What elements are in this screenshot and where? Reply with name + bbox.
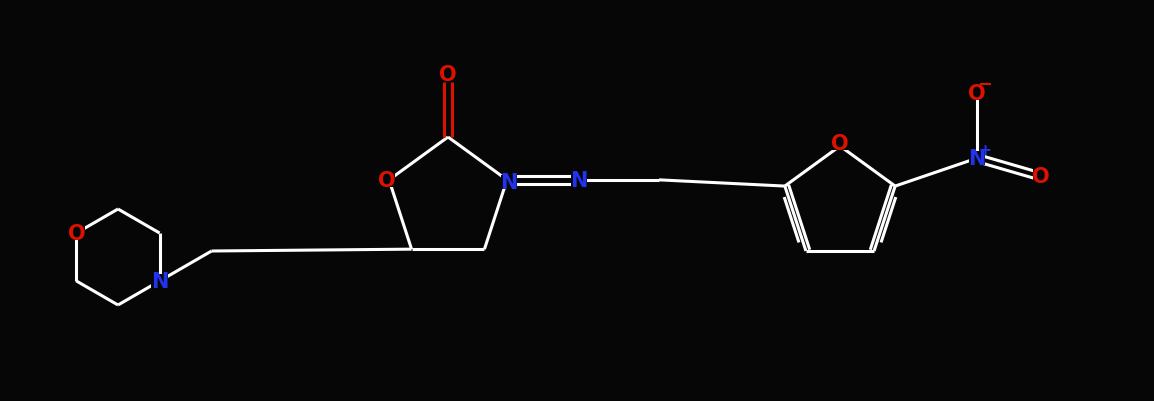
Text: N: N (968, 149, 986, 169)
Bar (68, 227, 84, 241)
Bar (501, 175, 517, 189)
Text: O: O (379, 170, 396, 190)
Bar (440, 68, 456, 82)
Bar (571, 173, 587, 187)
Text: N: N (501, 172, 518, 192)
Bar (832, 137, 848, 151)
Bar (151, 274, 167, 288)
Bar (969, 152, 986, 166)
Text: O: O (968, 84, 986, 104)
Bar (969, 87, 986, 101)
Text: O: O (68, 223, 85, 243)
Bar (1033, 170, 1049, 184)
Text: N: N (151, 271, 168, 291)
Text: O: O (1033, 167, 1050, 186)
Text: +: + (979, 143, 991, 158)
Text: N: N (570, 170, 587, 190)
Bar (379, 173, 396, 187)
Text: O: O (440, 65, 457, 85)
Text: O: O (831, 134, 849, 154)
Text: −: − (977, 76, 992, 94)
